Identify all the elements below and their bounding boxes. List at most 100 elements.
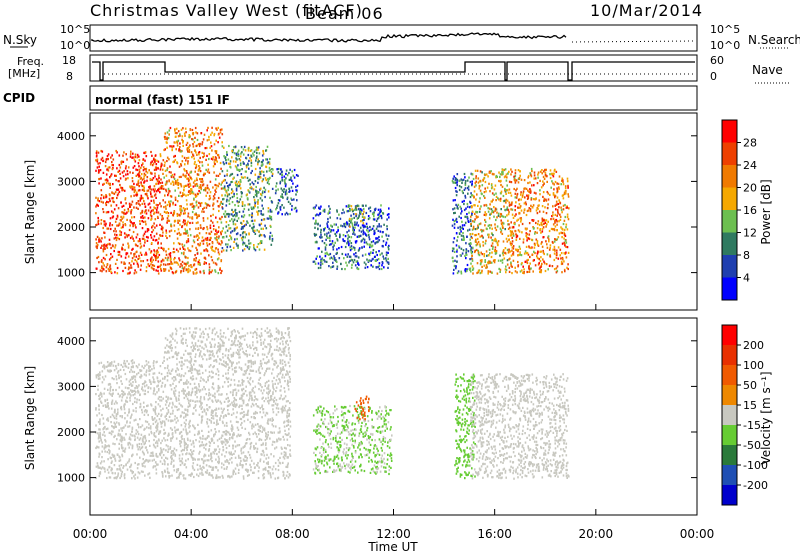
- power-cell-2052: [258, 234, 261, 238]
- power-cell-3205: [479, 179, 482, 182]
- velocity-cell-844: [196, 345, 199, 348]
- power-cell-900: [195, 257, 197, 260]
- velocity-cell-666: [123, 408, 126, 411]
- power-cell-2096: [260, 161, 263, 164]
- power-cell-3201: [473, 185, 476, 188]
- power-cell-1953: [221, 170, 224, 173]
- velocity-cell-906: [242, 464, 244, 467]
- velocity-cell-438: [139, 405, 142, 408]
- power-cell-710: [151, 224, 154, 228]
- velocity-cell-865: [267, 396, 270, 399]
- power-cell-3177: [469, 270, 472, 273]
- power-cell-3143: [491, 200, 493, 203]
- power-cell-3750: [558, 220, 560, 223]
- velocity-cell-81: [154, 408, 156, 411]
- power-cell-1613: [176, 214, 179, 217]
- power-cell-1373: [218, 235, 220, 238]
- velocity-cell-622: [124, 450, 126, 453]
- power-cell-3791: [552, 192, 555, 195]
- power-cell-3889: [537, 173, 539, 176]
- power-cell-2132: [231, 149, 233, 153]
- power-cell-1928: [271, 174, 274, 177]
- velocity-cell-172: [139, 456, 141, 459]
- velocity-cell-445: [152, 364, 155, 367]
- power-cell-2451: [343, 257, 345, 260]
- power-cell-297: [137, 264, 139, 267]
- velocity-cell-469: [145, 369, 148, 372]
- velocity-cell-117: [110, 469, 112, 472]
- power-cell-2779: [454, 181, 457, 184]
- velocity-cell-518: [112, 425, 115, 429]
- power-cell-1530: [189, 249, 192, 253]
- power-cell-1814: [236, 237, 238, 241]
- power-cell-2135: [241, 203, 244, 206]
- velocity-cell-743: [141, 439, 144, 442]
- velocity-cell-405: [154, 393, 157, 396]
- power-cell-1307: [209, 180, 212, 183]
- power-cell-352: [119, 183, 121, 187]
- power-cell-354: [147, 209, 150, 212]
- velocity-cell-674: [135, 418, 137, 421]
- velocity-cell-778: [153, 381, 156, 384]
- power-cell-3283: [501, 171, 503, 174]
- power-cell-84: [123, 261, 125, 264]
- velocity-cell-810: [165, 444, 168, 447]
- power-cell-1012: [208, 153, 211, 156]
- power-cell-1128: [194, 193, 197, 196]
- velocity-cell-715: [137, 391, 139, 394]
- power-cell-66: [100, 177, 102, 180]
- power-cell-122: [154, 175, 156, 178]
- power-cell-1672: [253, 150, 256, 153]
- power-cell-443: [140, 183, 143, 186]
- power-cell-94: [118, 163, 121, 167]
- power-cell-34: [95, 242, 98, 245]
- power-cell-3235: [501, 222, 503, 226]
- power-cell-2757: [457, 235, 459, 239]
- power-cell-2905: [459, 228, 462, 231]
- power-cell-426: [160, 166, 162, 169]
- power-cell-664: [128, 262, 131, 265]
- power-cell-2667: [374, 242, 376, 245]
- power-cell-3811: [561, 271, 563, 274]
- velocity-cell-295: [138, 438, 141, 441]
- power-cell-974: [192, 132, 195, 135]
- velocity-cell-388: [99, 397, 101, 400]
- power-cell-1778: [262, 150, 265, 153]
- velocity-cell-201: [104, 375, 107, 378]
- power-cell-3842: [516, 194, 518, 197]
- power-cell-1970: [248, 159, 250, 162]
- power-cell-2758: [468, 176, 470, 179]
- power-cell-713: [105, 173, 108, 176]
- power-cell-3431: [514, 192, 517, 195]
- velocity-cell-520: [154, 411, 156, 414]
- velocity-cell-541: [130, 415, 132, 418]
- power-cell-1058: [184, 232, 186, 235]
- power-cell-2051: [265, 165, 268, 169]
- freq-tick-low: 8: [66, 70, 73, 83]
- power-cell-279: [138, 189, 141, 192]
- power-cell-2493: [336, 252, 338, 255]
- power-cell-3619: [510, 194, 513, 197]
- power-cell-2578: [332, 248, 335, 251]
- power-cell-3635: [561, 211, 563, 214]
- power-cell-2551: [353, 229, 355, 232]
- power-cell-2732: [357, 216, 360, 219]
- velocity-cell-299: [159, 399, 161, 402]
- power-cell-559: [129, 236, 132, 240]
- power-cell-1522: [179, 223, 181, 226]
- power-cell-3679: [553, 268, 556, 271]
- power-cell-1474: [199, 263, 201, 266]
- power-cell-2491: [366, 225, 368, 228]
- power-cell-2566: [387, 257, 389, 260]
- velocity-cell-773: [115, 477, 118, 480]
- power-cell-3892: [567, 251, 570, 254]
- velocity-cell-465: [155, 452, 158, 456]
- nsky-trace: [91, 32, 567, 43]
- power-cell-3746: [524, 187, 526, 190]
- power-cell-2826: [455, 217, 458, 220]
- power-cell-3106: [489, 190, 491, 193]
- power-cell-3849: [517, 199, 520, 202]
- power-cell-3579: [564, 187, 567, 190]
- power-cell-2984: [485, 264, 488, 267]
- power-cell-1450: [196, 182, 198, 186]
